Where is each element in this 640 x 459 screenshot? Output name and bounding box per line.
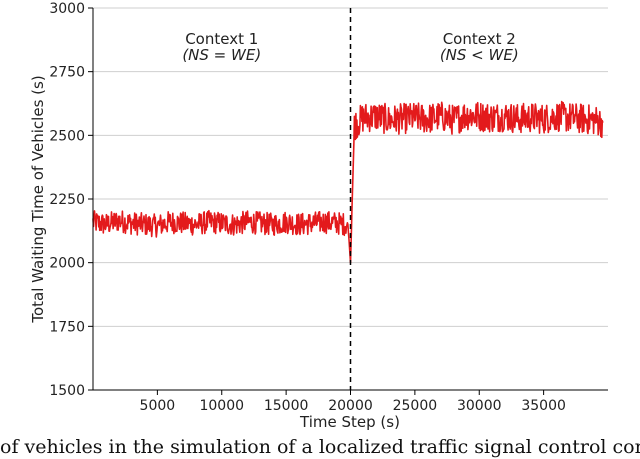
x-tick-label: 35000 <box>521 398 566 414</box>
x-tick-label: 5000 <box>140 398 176 414</box>
context-condition: (NS = WE) <box>182 46 261 64</box>
figure-caption: of vehicles in the simulation of a local… <box>0 436 640 458</box>
y-tick-label: 2000 <box>49 256 85 272</box>
x-tick-label: 30000 <box>457 398 502 414</box>
series-layer <box>92 100 604 264</box>
line-chart: 5000 10000 15000 20000 25000 30000 35000 15001… <box>29 1 608 431</box>
y-ticks: 1500 1750 2000 2250 2500 2750 3000 <box>49 1 93 399</box>
x-tick-label: 15000 <box>264 398 309 414</box>
x-tick-label: 20000 <box>328 398 373 414</box>
y-tick-label: 3000 <box>49 1 85 17</box>
annotations: Context 1(NS = WE) Context 2(NS < WE) <box>182 30 518 64</box>
y-tick-label: 2500 <box>49 128 85 144</box>
y-axis-title: Total Waiting Time of Vehicles (s) <box>29 75 47 323</box>
x-tick-label: 10000 <box>199 398 244 414</box>
y-tick-label: 2250 <box>49 192 85 208</box>
context-condition: (NS < WE) <box>440 46 519 64</box>
context-label: Context 1 <box>185 30 258 48</box>
x-ticks: 5000 10000 15000 20000 25000 30000 35000 <box>140 390 566 414</box>
series-line <box>92 100 604 264</box>
y-tick-label: 2750 <box>49 65 85 81</box>
x-tick-label: 25000 <box>393 398 438 414</box>
context-label: Context 2 <box>443 30 516 48</box>
x-axis-title: Time Step (s) <box>299 413 400 431</box>
y-tick-label: 1500 <box>49 383 85 399</box>
y-tick-label: 1750 <box>49 319 85 335</box>
